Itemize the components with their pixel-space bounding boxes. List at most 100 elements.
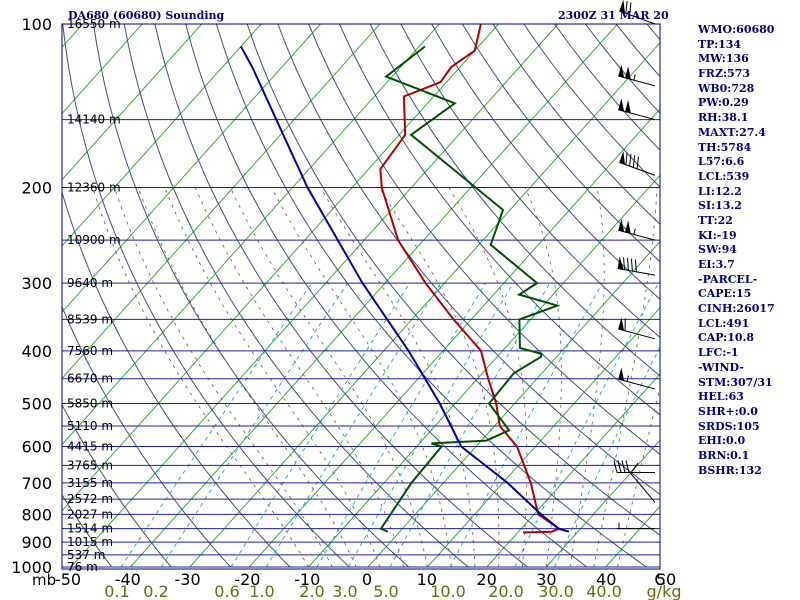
temperature-tick-label: -40 (115, 570, 141, 589)
wind-barb (619, 0, 656, 25)
pressure-tick-label: 800 (21, 505, 52, 524)
index-value: RH:38.1 (698, 111, 749, 125)
isotherm-line (308, 174, 660, 568)
barb-half-flag (633, 74, 636, 81)
index-value: LCL:491 (698, 316, 750, 330)
barb-flag (629, 153, 632, 167)
moist-adiabat-line (617, 385, 660, 568)
barb-staff (617, 267, 656, 276)
height-level-label: 2027 m (67, 507, 113, 521)
barb-pennant (617, 256, 624, 270)
pressure-tick-label: 300 (21, 274, 52, 293)
isotherm-line (486, 373, 660, 568)
wind-barb (618, 64, 656, 87)
height-level-label: 537 m (67, 548, 105, 562)
wind-barb (618, 317, 656, 340)
pressure-tick-label: 200 (21, 178, 52, 197)
wind-barb (630, 462, 656, 503)
index-value: -PARCEL- (698, 272, 758, 286)
barb-pennant (618, 218, 625, 232)
index-value: LFC:-1 (698, 346, 739, 360)
isobar-lines (61, 23, 661, 570)
height-level-label: 16550 m (67, 17, 121, 31)
height-level-label: 7560 m (67, 344, 113, 358)
barb-flag (625, 460, 630, 473)
barb-pennant (618, 64, 625, 78)
barb-pennant (625, 100, 631, 114)
index-value: TP:134 (698, 37, 742, 51)
index-value: PW:0.29 (698, 96, 749, 110)
index-value: BSHR:132 (698, 463, 762, 477)
barb-pennant (625, 220, 631, 234)
barb-flag (630, 462, 639, 474)
height-level-label: 8539 m (67, 312, 113, 326)
mixing-ratio-tick-label: 3.0 (332, 582, 357, 600)
height-level-label: 4415 m (67, 440, 113, 454)
barb-flag (629, 2, 632, 15)
temperature-tick-label: 10 (417, 570, 437, 589)
wind-barbs (613, 0, 656, 530)
isotherm-line (189, 42, 660, 568)
isotherm-line (62, 24, 500, 512)
mixing-ratio-line (230, 282, 411, 568)
index-value: SRDS:105 (698, 419, 760, 433)
mixing-ratio-tick-label: 5.0 (373, 582, 398, 600)
barb-flag (617, 460, 622, 473)
index-value: SHR+:0.0 (698, 404, 758, 418)
index-value: CAP:10.8 (698, 331, 755, 345)
temperature-tick-label: 0 (362, 570, 372, 589)
isotherm-line (62, 24, 440, 446)
barb-pennant (619, 151, 625, 165)
barb-flag (613, 460, 618, 473)
mixing-ratio-tick-label: 0.1 (104, 582, 129, 600)
height-level-label: 5110 m (67, 419, 113, 433)
index-value: LCL:539 (698, 169, 750, 183)
observation-time: 2300Z 31 MAR 20 (558, 9, 669, 22)
temperature-tick-label: 20 (476, 570, 496, 589)
index-value: BRN:0.1 (698, 448, 750, 462)
index-value: EI:3.7 (698, 258, 735, 271)
barb-pennant (625, 66, 631, 80)
pressure-tick-label: 600 (21, 438, 52, 457)
mixing-ratio-tick-label: 20.0 (488, 582, 524, 600)
temperature-tick-label: -30 (175, 570, 201, 589)
index-value: TT:22 (698, 213, 733, 227)
barb-half-flag (633, 228, 636, 235)
index-value: SI:13.2 (698, 199, 742, 213)
isotherm-line (545, 439, 660, 568)
isotherm-line (70, 24, 559, 568)
barb-flag (630, 258, 633, 272)
index-value: SW:94 (698, 243, 737, 257)
barb-flag (632, 155, 636, 168)
mixing-ratio-unit-label: g/kg (647, 582, 682, 600)
temperature-tick-label: 30 (536, 570, 556, 589)
station-title: DA680 (60680) Sounding (68, 9, 225, 22)
sounding-trace (240, 46, 570, 533)
barb-pennant (618, 367, 625, 381)
barb-flag (621, 460, 626, 473)
height-level-label: 10900 m (67, 233, 121, 247)
index-value: FRZ:573 (698, 67, 751, 81)
height-level-label: 1514 m (67, 522, 113, 536)
temperature-unit-label: C (654, 570, 665, 589)
moist-adiabat-line (229, 187, 428, 568)
barb-pennant (618, 317, 625, 331)
stability-indices-panel: WMO:60680 TP:134 MW:136 FRZ:573 WB0:728 PW:0.… (698, 23, 775, 478)
profile-lines (240, 24, 570, 534)
index-value: MAXT:27.4 (698, 125, 766, 139)
mixing-ratio-tick-label: 2.0 (299, 582, 324, 600)
mixing-ratio-tick-label: 0.2 (143, 582, 168, 600)
barb-half-flag (626, 375, 630, 382)
height-level-label: 1015 m (67, 535, 113, 549)
wind-barb (619, 151, 656, 176)
height-level-label: 9640 m (67, 276, 113, 290)
index-value: LI:12.2 (698, 184, 742, 198)
height-level-label: 6670 m (67, 372, 113, 386)
sounding-trace (379, 24, 562, 534)
wind-barb (617, 256, 656, 276)
isotherm-line (367, 240, 660, 568)
height-level-label: 3765 m (67, 458, 113, 472)
moist-adiabat-line (271, 187, 452, 568)
